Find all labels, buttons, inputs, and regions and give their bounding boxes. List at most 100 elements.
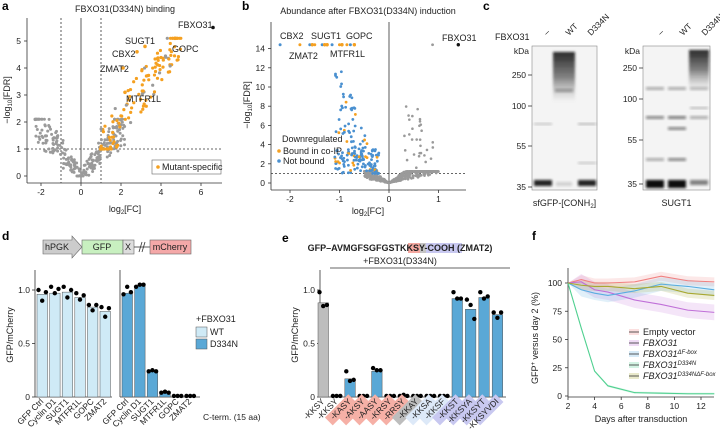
legend-label: D334N — [210, 339, 238, 349]
y-tick-label: 12 — [256, 63, 266, 73]
data-point — [116, 149, 120, 153]
data-point — [403, 134, 406, 138]
data-point — [420, 129, 423, 133]
data-point — [424, 170, 428, 173]
data-point — [367, 151, 371, 155]
legend-marker — [156, 165, 160, 169]
data-point — [47, 147, 51, 151]
replicate-dot — [491, 310, 496, 315]
data-point — [60, 146, 64, 150]
data-point — [383, 180, 387, 184]
data-point — [95, 159, 99, 163]
data-point — [404, 171, 408, 175]
replicate-dot — [146, 369, 151, 374]
panel-label: d — [2, 229, 9, 243]
data-point — [404, 105, 408, 108]
series-line — [567, 275, 715, 284]
data-point — [330, 43, 334, 47]
y-tick-label: 3 — [16, 90, 21, 100]
data-point — [75, 165, 79, 169]
legend-swatch — [195, 338, 208, 350]
data-point — [348, 43, 352, 47]
sequence-header: GFP–AVMGFSGFGSTKKSY-COOH (ZMAT2) — [308, 243, 493, 253]
data-point — [91, 158, 95, 162]
data-point — [334, 162, 338, 166]
data-point — [410, 138, 414, 141]
point-label: ZMAT2 — [100, 64, 129, 74]
data-point — [157, 71, 162, 75]
marker-label: 250 — [512, 70, 526, 80]
y-tick-label: 2 — [260, 159, 265, 169]
data-point — [38, 137, 42, 141]
data-point — [113, 117, 117, 121]
bar — [146, 371, 158, 398]
data-point — [64, 148, 68, 152]
replicate-dot — [99, 304, 104, 310]
y-axis-label: −log10[FDR] — [242, 81, 254, 128]
label-sub: 2 — [121, 210, 125, 216]
data-point — [348, 95, 352, 98]
blot-band — [534, 123, 552, 125]
data-point — [362, 162, 365, 166]
data-point — [343, 124, 347, 128]
blot-band — [668, 87, 686, 90]
legend-label: FBXO31D334NΔF-box — [643, 371, 717, 381]
replicate-dot — [464, 297, 470, 302]
condition-label: +FBXO31(D334N) — [363, 256, 437, 266]
data-point — [123, 117, 127, 121]
data-point — [423, 154, 426, 157]
bar — [317, 302, 329, 398]
replicate-dot — [81, 293, 86, 298]
data-point — [333, 155, 337, 159]
labeled-point — [325, 43, 329, 47]
mcherry-label: mCherry — [153, 242, 188, 252]
data-point — [117, 121, 121, 125]
series-line — [567, 282, 715, 296]
data-point — [118, 131, 122, 135]
data-point — [344, 105, 348, 109]
blot-band — [578, 180, 596, 186]
point-label: MTFR1L — [330, 49, 365, 59]
panel-e-mutant-bars: GFP–AVMGFSGFGSTKKSY-COOH (ZMAT2) +FBXO31(… — [290, 243, 510, 431]
mcherry-box — [149, 239, 192, 255]
replicate-dot — [52, 291, 57, 296]
data-point — [370, 178, 373, 181]
data-point — [165, 36, 169, 40]
replicate-dot — [364, 393, 370, 399]
data-point — [378, 178, 381, 182]
x-tick-label: 4 — [159, 187, 164, 197]
data-point — [168, 64, 172, 68]
row-label: FBXO31 — [495, 32, 530, 42]
data-point — [172, 54, 177, 58]
data-point — [320, 43, 324, 47]
label-highlight — [324, 394, 357, 426]
data-point — [61, 138, 65, 142]
header-part: KK — [400, 243, 413, 253]
label-sub: 10 — [8, 99, 14, 106]
replicate-dot — [188, 393, 193, 399]
data-point — [415, 138, 418, 141]
replicate-dot — [166, 390, 171, 395]
data-point — [418, 138, 422, 141]
replicate-dot — [162, 389, 168, 394]
replicate-dot — [347, 378, 353, 384]
data-point — [169, 53, 173, 58]
y-tick-label: 4 — [16, 63, 21, 73]
data-point — [72, 158, 76, 162]
data-point — [152, 90, 157, 94]
label-part: −log — [242, 111, 252, 128]
data-point — [87, 162, 91, 166]
data-point — [369, 163, 373, 166]
data-point — [111, 120, 115, 124]
legend-name: FBXO31 — [643, 338, 678, 348]
data-point — [365, 156, 369, 160]
replicate-dot — [90, 308, 95, 313]
header-part: (ZMAT2) — [455, 243, 493, 253]
data-point — [347, 122, 351, 126]
data-point — [101, 147, 105, 151]
legend-name: FBXO31 — [643, 371, 678, 381]
promoter-arrow — [42, 235, 83, 259]
data-point — [398, 177, 402, 181]
data-point — [35, 128, 39, 132]
